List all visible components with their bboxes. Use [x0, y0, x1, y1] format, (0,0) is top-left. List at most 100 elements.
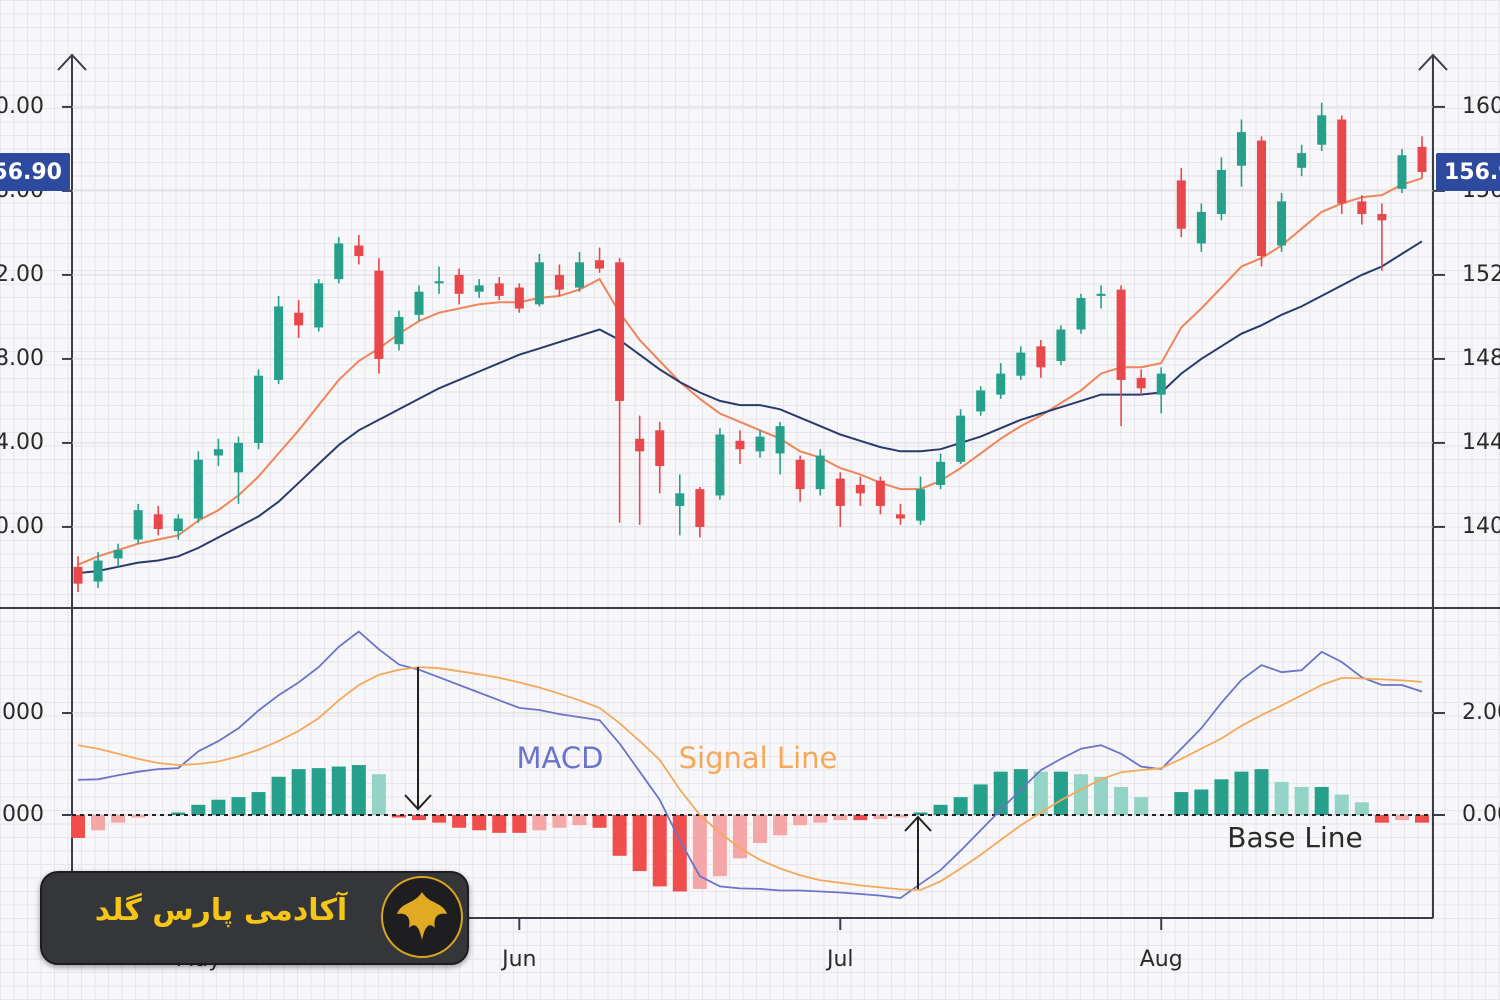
- histogram-bar: [211, 799, 226, 816]
- candle-body: [494, 283, 504, 296]
- histogram-bar: [973, 784, 988, 816]
- histogram-bar: [1073, 774, 1088, 816]
- candle-body: [73, 566, 83, 584]
- histogram-bar: [592, 815, 607, 828]
- histogram-bar: [271, 776, 286, 816]
- histogram-bar: [171, 812, 186, 816]
- candle-body: [1417, 146, 1427, 173]
- histogram-bar: [732, 815, 747, 859]
- candle-body: [454, 274, 464, 294]
- candle-body: [1116, 289, 1126, 380]
- histogram-bar: [1033, 771, 1048, 816]
- candle-body: [514, 287, 524, 309]
- candle-body: [956, 415, 966, 462]
- candle-body: [855, 484, 865, 494]
- histogram-bar: [1194, 789, 1209, 816]
- y-tick-label: 148.00: [1462, 346, 1500, 371]
- histogram-bar: [1394, 815, 1409, 821]
- candle-body: [213, 449, 223, 456]
- y-tick-label: 140.00: [1462, 514, 1500, 539]
- histogram-bar: [793, 815, 808, 826]
- moving-average: [77, 240, 1423, 575]
- candle-body: [394, 316, 404, 345]
- x-tick-label: Jun: [500, 947, 536, 972]
- candle-body: [294, 312, 304, 326]
- candle-body: [695, 489, 705, 527]
- candle-body: [233, 442, 243, 473]
- histogram-bar: [552, 815, 567, 828]
- series-label: Signal Line: [679, 741, 838, 775]
- y-tick-label: 160.00: [0, 94, 44, 119]
- last-price-label: 156.90: [1444, 160, 1500, 185]
- y-tick-label: 152.00: [0, 262, 44, 287]
- arrow-head: [904, 815, 932, 832]
- brand-name: آکادمی پارس گلد: [94, 893, 348, 928]
- candle-body: [595, 260, 605, 269]
- candle-body: [735, 440, 745, 450]
- y-tick-label: 160.00: [1462, 94, 1500, 119]
- y-tick-label: 144.00: [1462, 430, 1500, 455]
- y-tick-label: 152.00: [1462, 262, 1500, 287]
- candle-body: [916, 489, 926, 521]
- candle-body: [554, 274, 564, 290]
- histogram-bar: [652, 815, 667, 887]
- candle-body: [153, 514, 163, 530]
- histogram-bar: [412, 815, 427, 821]
- histogram-bar: [1334, 794, 1349, 816]
- candle-body: [173, 518, 183, 532]
- candle-body: [414, 291, 424, 315]
- brand-logo: [381, 876, 463, 958]
- y-tick-label: 0.000: [0, 802, 44, 827]
- candle-body: [1176, 180, 1186, 229]
- axis-arrow: [1418, 53, 1448, 71]
- candle-body: [1196, 211, 1206, 244]
- candle-body: [815, 455, 825, 490]
- histogram-bar: [1234, 771, 1249, 816]
- candle-body: [775, 426, 785, 454]
- candle-body: [1397, 155, 1407, 189]
- histogram-bar: [953, 797, 968, 816]
- brand-badge: آکادمی پارس گلد: [40, 871, 469, 965]
- candle-body: [1076, 298, 1086, 330]
- candle-body: [1136, 377, 1146, 389]
- plot: 140.00 140.00 144.00 144.00 148.00 148.00 152.…: [0, 94, 1500, 972]
- candle-body: [254, 375, 264, 443]
- candle-body: [534, 262, 544, 305]
- candle-body: [334, 243, 344, 280]
- histogram-bar: [672, 815, 687, 892]
- arrow-head: [404, 794, 432, 811]
- histogram-bar: [893, 815, 908, 818]
- histogram-bar: [1094, 776, 1109, 816]
- candle-body: [755, 436, 765, 452]
- histogram-bar: [251, 792, 266, 816]
- last-price-tag: [0, 153, 70, 192]
- axis-arrow: [57, 53, 87, 71]
- histogram-bar: [773, 815, 788, 836]
- candle-body: [434, 281, 444, 284]
- candle-body: [635, 438, 645, 452]
- histogram-bar: [712, 815, 727, 877]
- candle-body: [314, 283, 324, 328]
- histogram-bar: [331, 766, 346, 816]
- histogram-bar: [452, 815, 467, 828]
- crossover-arrows: [404, 667, 932, 889]
- histogram-bar: [291, 769, 306, 816]
- candle-body: [1036, 346, 1046, 368]
- x-tick-label: Jul: [825, 947, 854, 972]
- histogram-bar: [1254, 769, 1269, 816]
- candle-body: [374, 270, 384, 359]
- candle-body: [655, 430, 665, 467]
- histogram-bar: [91, 815, 106, 831]
- candle-body: [354, 245, 364, 257]
- y-tick-label: 140.00: [0, 514, 44, 539]
- histogram-bar: [1013, 769, 1028, 816]
- histogram-bar: [492, 815, 507, 833]
- histogram-bar: [1354, 802, 1369, 816]
- candle-body: [193, 459, 203, 519]
- candle-body: [875, 480, 885, 506]
- histogram-bar: [1134, 797, 1149, 816]
- histogram-bar: [472, 815, 487, 831]
- last-price-tag: [1436, 153, 1500, 192]
